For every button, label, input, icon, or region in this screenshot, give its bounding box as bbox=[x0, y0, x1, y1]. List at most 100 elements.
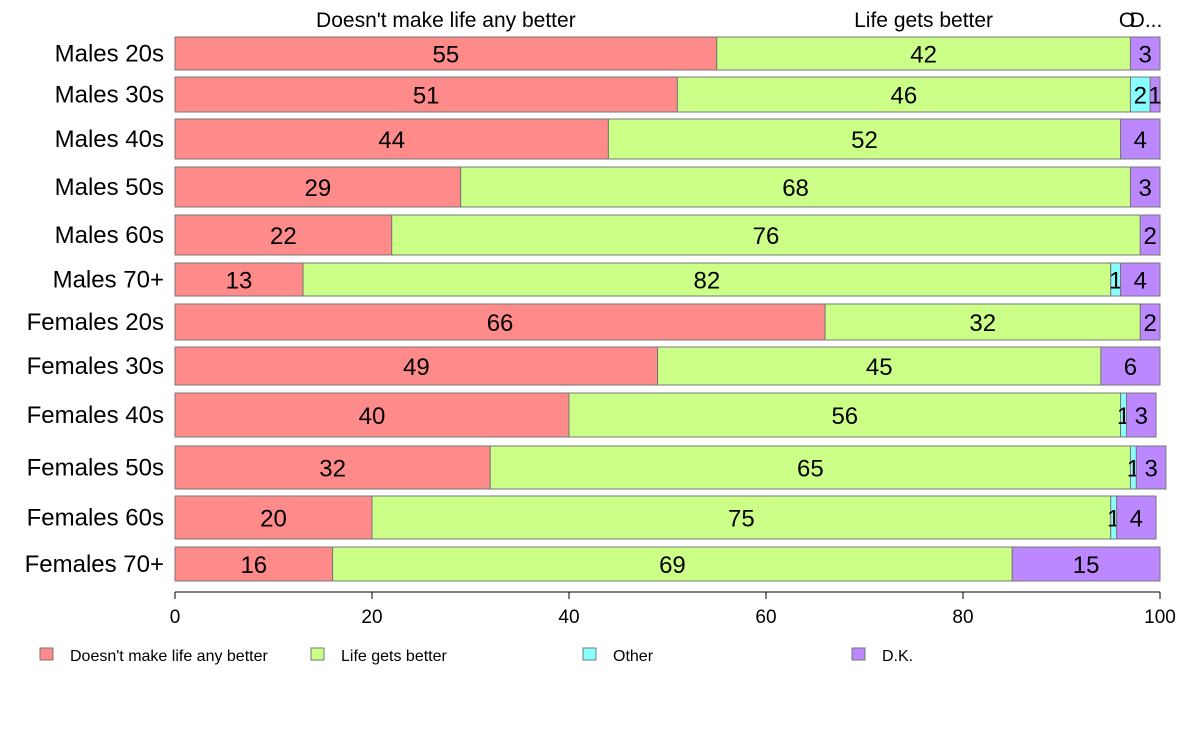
category-label: Females 30s bbox=[27, 353, 164, 380]
x-tick-label: 0 bbox=[170, 607, 181, 628]
data-label: 51 bbox=[413, 83, 440, 110]
top-label-4: D... bbox=[1130, 9, 1163, 32]
bar-segment bbox=[174, 392, 570, 438]
data-label: 3 bbox=[1139, 42, 1152, 69]
top-label-1: Doesn't make life any better bbox=[316, 9, 576, 32]
data-label: 16 bbox=[240, 552, 267, 579]
category-label: Males 50s bbox=[55, 174, 164, 201]
data-label: 4 bbox=[1134, 268, 1147, 295]
data-label: 40 bbox=[359, 403, 386, 430]
data-label: 45 bbox=[866, 354, 893, 381]
data-label: 46 bbox=[891, 83, 918, 110]
bar-segment bbox=[1139, 214, 1161, 256]
bar-segment bbox=[1135, 445, 1167, 490]
bar-segment bbox=[1129, 166, 1161, 208]
bar-segment bbox=[657, 346, 1102, 386]
category-label: Females 40s bbox=[27, 402, 164, 429]
x-tick-label: 40 bbox=[558, 607, 579, 628]
data-label: 44 bbox=[378, 127, 405, 154]
bar-segment bbox=[332, 546, 1013, 582]
bar-segment bbox=[824, 303, 1141, 341]
category-label: Males 40s bbox=[55, 126, 164, 153]
data-label: 22 bbox=[270, 223, 297, 250]
data-label: 2 bbox=[1143, 310, 1156, 337]
bar-segment bbox=[607, 118, 1122, 160]
bar-segment bbox=[489, 445, 1131, 490]
data-label: 69 bbox=[659, 552, 686, 579]
bar-segment bbox=[716, 36, 1131, 71]
bar-segment bbox=[174, 214, 393, 256]
data-label: 1 bbox=[1109, 268, 1122, 295]
data-label: 55 bbox=[433, 42, 460, 69]
data-label: 52 bbox=[851, 127, 878, 154]
data-label: 2 bbox=[1143, 223, 1156, 250]
x-tick-label: 100 bbox=[1144, 607, 1176, 628]
category-label: Females 70+ bbox=[25, 551, 164, 578]
legend-swatch bbox=[851, 647, 866, 661]
bar-segment bbox=[174, 262, 304, 297]
data-label: 66 bbox=[487, 310, 514, 337]
x-tick-label: 80 bbox=[952, 607, 973, 628]
data-label: 15 bbox=[1073, 552, 1100, 579]
category-label: Males 60s bbox=[55, 222, 164, 249]
data-label: 4 bbox=[1134, 127, 1147, 154]
data-label: 56 bbox=[831, 403, 858, 430]
bar-segment bbox=[1120, 262, 1161, 297]
data-label: 29 bbox=[304, 175, 331, 202]
data-label: 49 bbox=[403, 354, 430, 381]
bar-segment bbox=[1139, 303, 1161, 341]
top-label-2: Life gets better bbox=[854, 9, 993, 32]
x-tick-label: 60 bbox=[755, 607, 776, 628]
bar-segment bbox=[174, 303, 826, 341]
category-label: Females 50s bbox=[27, 455, 164, 482]
bar-segment bbox=[1116, 495, 1157, 540]
legend-label: Life gets better bbox=[341, 648, 448, 665]
data-label: 82 bbox=[694, 268, 721, 295]
category-label: Females 60s bbox=[27, 505, 164, 532]
bar-segment bbox=[568, 392, 1122, 438]
bar-segment bbox=[174, 346, 659, 386]
data-label: 42 bbox=[910, 42, 937, 69]
legend-label: D.K. bbox=[882, 648, 913, 665]
bar-segment bbox=[302, 262, 1112, 297]
data-label: 3 bbox=[1144, 456, 1157, 483]
data-label: 6 bbox=[1124, 354, 1137, 381]
bar-segment bbox=[174, 166, 462, 208]
category-label: Females 20s bbox=[27, 309, 164, 336]
legend-label: Doesn't make life any better bbox=[70, 648, 268, 665]
bar-segment bbox=[1120, 118, 1161, 160]
bar-segment bbox=[1126, 392, 1157, 438]
bar-segment bbox=[1149, 76, 1161, 113]
bar-segment bbox=[1129, 36, 1161, 71]
bar-segment bbox=[174, 495, 373, 540]
bar-segment bbox=[676, 76, 1131, 113]
data-label: 68 bbox=[782, 175, 809, 202]
data-label: 3 bbox=[1135, 403, 1148, 430]
bar-segment bbox=[1100, 346, 1161, 386]
category-label: Males 20s bbox=[55, 41, 164, 68]
data-label: 32 bbox=[969, 310, 996, 337]
bar-segment bbox=[1011, 546, 1161, 582]
data-label: 3 bbox=[1139, 175, 1152, 202]
legend-swatch bbox=[310, 647, 325, 661]
data-label: 32 bbox=[319, 456, 346, 483]
bar-segment bbox=[174, 118, 609, 160]
legend-swatch bbox=[39, 647, 54, 661]
data-label: 13 bbox=[226, 268, 253, 295]
data-label: 1 bbox=[1148, 83, 1161, 110]
legend-label: Other bbox=[613, 648, 654, 665]
category-label: Males 70+ bbox=[53, 267, 164, 294]
x-tick-label: 20 bbox=[361, 607, 382, 628]
data-label: 75 bbox=[728, 506, 755, 533]
bar-segment bbox=[460, 166, 1131, 208]
data-label: 65 bbox=[797, 456, 824, 483]
top-label-3: O bbox=[1119, 9, 1135, 32]
data-label: 2 bbox=[1134, 83, 1147, 110]
bar-segment bbox=[174, 445, 491, 490]
category-label: Males 30s bbox=[55, 82, 164, 109]
data-label: 4 bbox=[1130, 506, 1143, 533]
bar-segment bbox=[174, 546, 334, 582]
bar-segment bbox=[391, 214, 1141, 256]
legend-swatch bbox=[582, 647, 597, 661]
